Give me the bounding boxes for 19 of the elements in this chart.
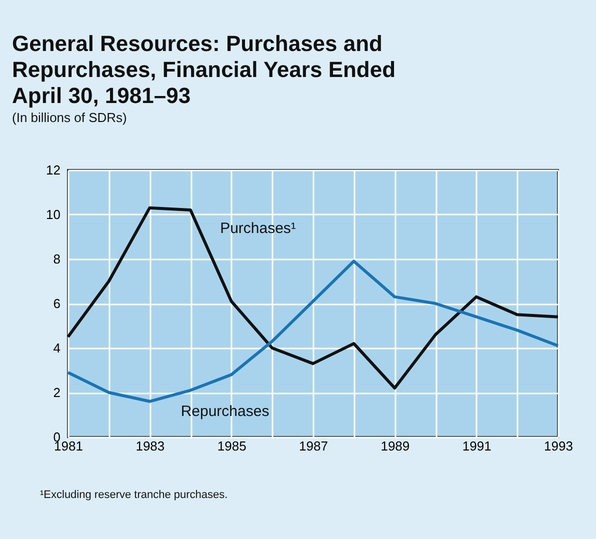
y-tick-label: 4	[53, 340, 60, 356]
text: ¹Excluding reserve tranche purchases.	[40, 489, 228, 501]
x-tick-label: 1987	[299, 438, 328, 454]
x-tick-label: 1989	[380, 438, 410, 454]
chart-subtitle: (In billions of SDRs)	[12, 110, 127, 125]
x-tick-label: 1991	[462, 438, 492, 454]
y-tick-label: 6	[53, 296, 60, 311]
y-tick-label: 2	[53, 385, 60, 400]
x-tick-label: 1993	[544, 438, 573, 454]
series-label: Purchases¹	[220, 220, 296, 237]
line-series	[66, 260, 560, 403]
line-series	[66, 206, 560, 390]
y-tick-label: 12	[46, 162, 60, 178]
chart-title: General Resources: Purchases and Repurchases, Financial Years Ended April 30, 1981–93	[12, 31, 396, 108]
series-label: Repurchases	[180, 403, 270, 420]
y-tick-label: 10	[46, 207, 60, 222]
x-tick-label: 1983	[136, 438, 165, 454]
y-tick-label: 8	[53, 252, 60, 266]
x-tick-label: 1985	[217, 438, 246, 454]
